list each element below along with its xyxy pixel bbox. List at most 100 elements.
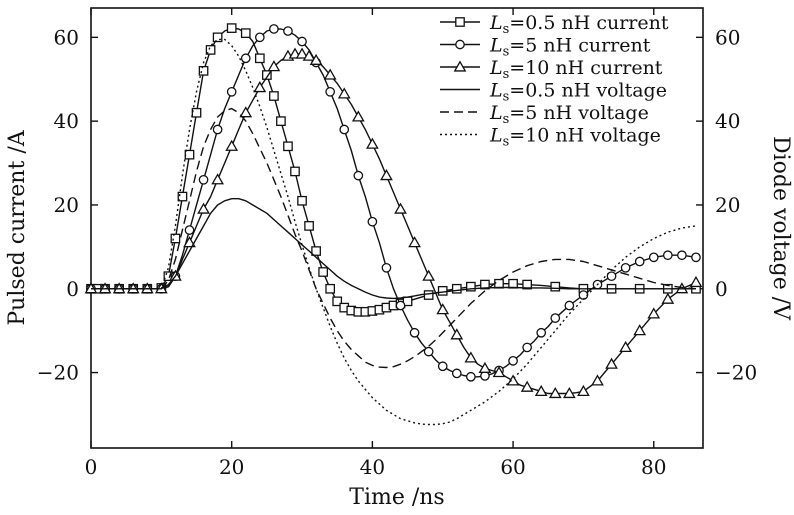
series-marker — [436, 303, 450, 315]
series-marker — [353, 170, 364, 181]
series-marker — [464, 351, 478, 363]
series-marker — [661, 292, 675, 304]
series-2 — [86, 24, 701, 382]
series-marker — [212, 124, 223, 135]
series-marker — [605, 357, 618, 369]
series-marker — [480, 279, 490, 290]
y-tick-label-left: 40 — [54, 109, 79, 133]
series-line — [91, 107, 697, 369]
series-marker — [466, 281, 476, 292]
series-marker — [198, 174, 209, 185]
series-marker — [325, 86, 336, 97]
series-marker — [562, 386, 576, 399]
series-marker — [367, 216, 378, 227]
legend-item-4: Ls=0.5 nH voltage — [440, 80, 667, 105]
series-marker — [466, 371, 476, 382]
series-marker — [450, 328, 464, 340]
series-marker — [351, 110, 365, 122]
series-marker — [522, 279, 532, 290]
series-marker — [262, 70, 272, 80]
y-tick-label-left: 0 — [66, 277, 79, 301]
series-6 — [91, 38, 697, 426]
series-marker — [492, 366, 506, 378]
plot-frame — [90, 7, 704, 449]
x-axis-label: Time /ns — [349, 485, 444, 510]
series-marker — [309, 53, 323, 65]
y-tick-label-right: 40 — [715, 109, 740, 133]
series-marker — [422, 269, 436, 281]
series-marker — [423, 290, 434, 300]
legend-label: Ls=0.5 nH voltage — [489, 80, 667, 105]
series-marker — [177, 191, 188, 202]
y-tick-label-right: 20 — [715, 193, 740, 217]
series-marker — [337, 87, 351, 99]
series-marker — [550, 313, 561, 323]
series-marker — [619, 340, 632, 353]
series-marker — [494, 278, 504, 289]
series-marker — [534, 384, 548, 397]
series-marker — [648, 252, 659, 263]
series-marker — [184, 149, 195, 160]
series-marker — [283, 26, 293, 36]
series-marker — [183, 236, 196, 248]
x-tick-label: 0 — [85, 455, 98, 479]
series-marker — [662, 250, 673, 261]
series-marker — [634, 256, 645, 267]
series-marker — [267, 60, 281, 72]
x-tick-label: 80 — [641, 455, 666, 479]
legend-item-6: Ls=10 nH voltage — [440, 125, 661, 150]
series-marker — [276, 116, 286, 126]
series-marker — [297, 36, 307, 47]
series-line — [91, 197, 696, 300]
series-3 — [84, 47, 703, 399]
series-marker — [225, 139, 239, 151]
series-marker — [409, 327, 420, 338]
legend-label: Ls=5 nH voltage — [489, 102, 649, 127]
series-marker — [408, 236, 421, 248]
series-marker — [318, 267, 328, 277]
series-marker — [591, 374, 604, 386]
legend-item-1: Ls=0.5 nH current — [440, 12, 669, 37]
legend-label: Ls=0.5 nH current — [489, 12, 669, 37]
series-marker — [506, 374, 520, 386]
series-marker — [480, 371, 490, 381]
series-marker — [170, 233, 181, 244]
series-line — [91, 38, 697, 426]
series-marker — [191, 107, 202, 118]
series-5 — [91, 107, 697, 369]
series-marker — [508, 278, 518, 289]
series-marker — [522, 342, 532, 353]
series-marker — [304, 221, 314, 231]
series-marker — [283, 141, 293, 152]
legend-label: Ls=10 nH current — [489, 57, 663, 82]
legend-item-5: Ls=5 nH voltage — [440, 102, 649, 127]
series-marker — [254, 32, 265, 43]
legend-item-3: Ls=10 nH current — [440, 57, 663, 82]
y-tick-label-right: 0 — [715, 277, 728, 301]
series-marker — [508, 355, 518, 366]
series-marker — [239, 106, 253, 118]
legend-marker — [453, 60, 467, 72]
series-marker — [550, 281, 561, 292]
y-tick-label-left: 20 — [54, 193, 79, 217]
series-marker — [226, 23, 237, 33]
series-marker — [620, 262, 631, 273]
legend-label: Ls=10 nH voltage — [489, 125, 661, 150]
series-marker — [254, 53, 265, 64]
series-marker — [240, 28, 251, 38]
series-marker — [226, 86, 237, 97]
legend-label: Ls=5 nH current — [489, 35, 651, 60]
y-axis-label-right: Diode voltage /V — [768, 136, 793, 321]
series-4 — [91, 197, 696, 300]
series-marker — [548, 386, 562, 399]
legend-marker — [455, 39, 465, 50]
series-marker — [212, 32, 223, 43]
series-marker — [198, 66, 209, 76]
series-layer — [84, 23, 703, 426]
series-marker — [437, 286, 448, 296]
series-marker — [290, 166, 300, 177]
y-tick-label-left: 60 — [54, 25, 79, 49]
series-marker — [437, 361, 448, 372]
y-tick-label-right: −20 — [715, 361, 757, 385]
